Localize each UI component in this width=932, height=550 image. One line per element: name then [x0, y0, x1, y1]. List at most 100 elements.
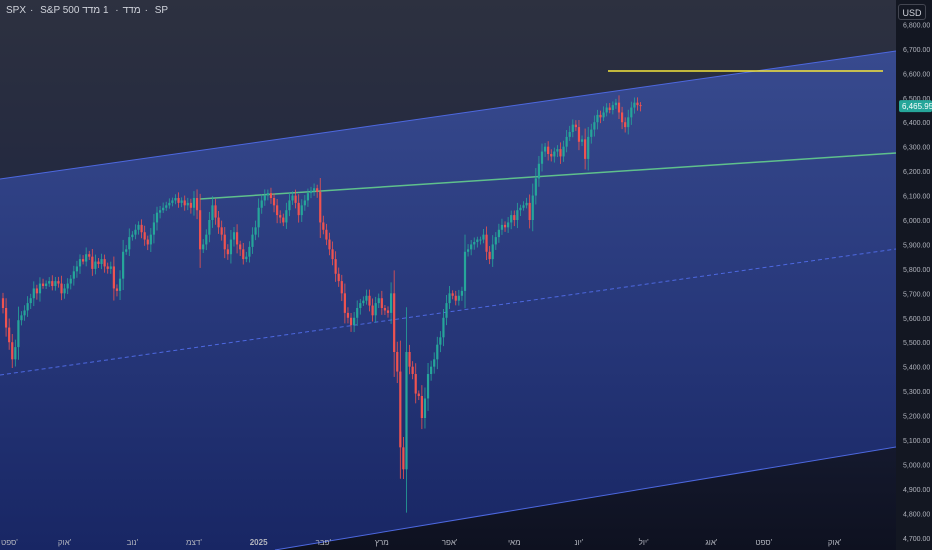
candle-body: [386, 310, 390, 313]
candle-body: [426, 374, 430, 399]
time-tick-label: יונ': [575, 538, 584, 547]
candle: [229, 230, 233, 264]
symbol-header[interactable]: SPX · S&P 500 מדד· 1 מדד · SP: [6, 5, 169, 16]
candle: [433, 352, 436, 374]
candle: [35, 284, 38, 300]
candle-body: [362, 300, 365, 304]
candle-body: [439, 337, 442, 345]
candle: [171, 197, 174, 207]
candle-body: [291, 195, 294, 201]
time-tick-label: מרץ: [375, 538, 389, 547]
candle: [540, 143, 544, 172]
candle: [100, 253, 103, 270]
candle: [577, 120, 581, 151]
candle: [149, 228, 152, 253]
channel-upper-line: [0, 50, 897, 180]
candle-body: [488, 251, 491, 260]
candle-body: [128, 237, 131, 250]
candle-body: [235, 232, 239, 245]
candle: [180, 197, 183, 208]
candle-body: [371, 305, 374, 316]
candle-body: [162, 207, 165, 211]
candle-body: [109, 266, 112, 269]
candle-body: [559, 149, 562, 157]
candle-body: [155, 212, 159, 223]
candle: [309, 186, 313, 199]
candle: [596, 109, 599, 130]
candle-body: [48, 281, 51, 284]
time-tick-label: פבר': [316, 538, 332, 547]
candle: [45, 280, 48, 290]
candle: [605, 103, 608, 117]
candle: [48, 277, 51, 287]
candle: [430, 360, 433, 381]
candle: [633, 97, 636, 114]
candle-body: [627, 117, 630, 128]
candle-body: [297, 202, 300, 216]
candle-body: [556, 149, 559, 152]
candle-body: [220, 227, 223, 235]
candle-body: [543, 146, 547, 152]
candle: [343, 283, 346, 324]
candle-body: [584, 139, 587, 159]
candle: [396, 341, 399, 384]
candle: [263, 189, 266, 206]
candle-body: [251, 234, 254, 247]
candle: [75, 260, 79, 278]
candle-body: [396, 352, 399, 372]
time-axis[interactable]: ספט' אוק' נוב' דצמ' 2025 פבר' מרץ אפר' מאי יונ' יו…: [1, 538, 842, 547]
candle-body: [4, 308, 8, 328]
candle-body: [513, 215, 516, 220]
candle: [371, 298, 374, 322]
candle: [60, 275, 63, 301]
currency-button[interactable]: USD: [898, 4, 926, 20]
candle-body: [263, 195, 266, 201]
candle: [451, 290, 454, 300]
candle-body: [436, 344, 439, 360]
candle-body: [479, 239, 482, 241]
candle: [377, 293, 380, 308]
candle-body: [146, 239, 149, 245]
candle: [131, 231, 134, 241]
candle-body: [346, 312, 350, 318]
candle-body: [183, 200, 186, 206]
green-trend-line[interactable]: [199, 152, 897, 200]
candle-body: [334, 259, 337, 274]
candle-body: [100, 259, 103, 264]
regression-channel-fill: [0, 51, 896, 550]
candle: [439, 331, 442, 353]
candle-body: [214, 205, 217, 218]
candle-body: [491, 244, 494, 260]
candle: [232, 226, 236, 247]
candle-body: [389, 293, 393, 313]
candle: [460, 286, 464, 301]
candle: [54, 276, 57, 291]
candle-body: [143, 232, 146, 240]
candle-body: [605, 107, 608, 113]
candle: [602, 106, 605, 121]
candle-body: [411, 366, 414, 374]
candle: [300, 199, 303, 222]
candle-body: [380, 298, 383, 308]
candle-body: [423, 398, 427, 418]
price-axis[interactable]: 4,700.00 4,800.00 4,900.00 5,000.00 5,100.00…: [903, 22, 930, 542]
candle-body: [168, 202, 171, 206]
time-tick-label: אוק': [58, 538, 72, 547]
candle: [414, 363, 417, 404]
candle-body: [41, 283, 45, 286]
candle-body: [134, 229, 137, 235]
candle: [118, 270, 122, 301]
candle-body: [226, 249, 229, 255]
candle: [580, 135, 584, 147]
candle-body: [525, 202, 528, 206]
time-tick-label: יול': [639, 538, 649, 547]
candle: [199, 193, 202, 268]
candle: [125, 245, 128, 255]
candle-body: [63, 288, 66, 294]
price-tick-label: 6,000.00: [903, 218, 930, 225]
candle-body: [614, 102, 618, 106]
candle: [38, 277, 42, 302]
candle: [57, 276, 60, 288]
candle-body: [356, 308, 359, 318]
